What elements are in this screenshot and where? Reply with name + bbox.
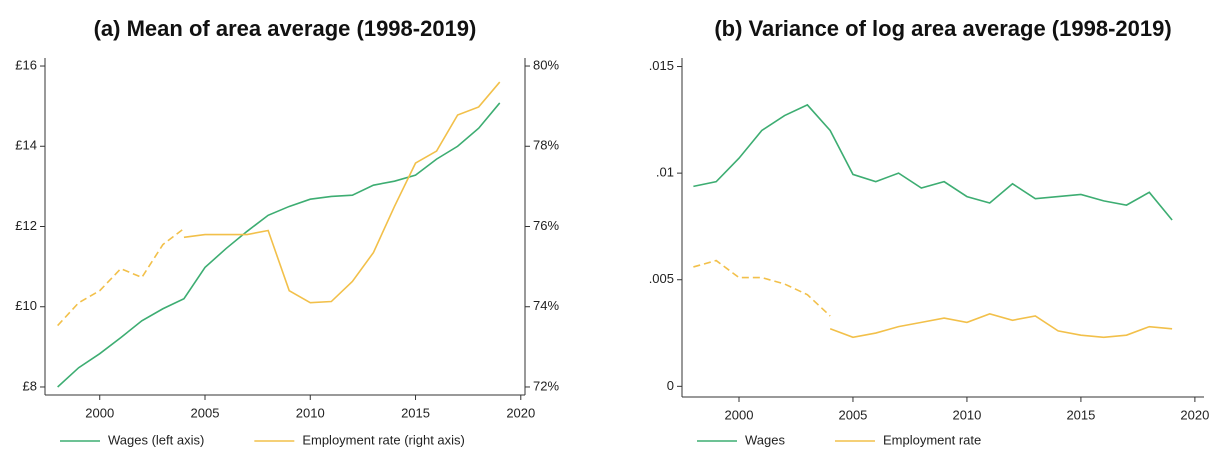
series-line <box>183 81 501 304</box>
y-tick-label: £14 <box>15 138 37 153</box>
x-tick-label: 2000 <box>725 407 754 422</box>
series-line <box>693 103 1173 221</box>
series-line-dashed <box>57 227 185 327</box>
panel-title: (a) Mean of area average (1998-2019) <box>94 16 477 41</box>
x-tick-label: 2005 <box>191 405 220 420</box>
y-tick-label: £16 <box>15 57 37 72</box>
y-tick-label: £12 <box>15 218 37 233</box>
y-tick-label: £10 <box>15 298 37 313</box>
legend-label: Wages (left axis) <box>108 432 204 447</box>
x-tick-label: 2010 <box>296 405 325 420</box>
y2-tick-label: 72% <box>533 378 559 393</box>
y-tick-label: .015 <box>649 58 674 73</box>
legend-label: Wages <box>745 432 785 447</box>
series-line <box>829 313 1173 339</box>
y2-tick-label: 78% <box>533 138 559 153</box>
legend-label: Employment rate (right axis) <box>302 432 465 447</box>
x-tick-label: 2010 <box>952 407 981 422</box>
y2-tick-label: 80% <box>533 57 559 72</box>
x-tick-label: 2000 <box>85 405 114 420</box>
series-line <box>57 102 501 388</box>
y2-tick-label: 74% <box>533 298 559 313</box>
x-tick-label: 2015 <box>401 405 430 420</box>
x-tick-label: 2020 <box>1180 407 1209 422</box>
legend-label: Employment rate <box>883 432 981 447</box>
y-tick-label: .01 <box>656 165 674 180</box>
y-tick-label: 0 <box>667 378 674 393</box>
y-tick-label: £8 <box>23 378 37 393</box>
x-tick-label: 2015 <box>1066 407 1095 422</box>
series-line-dashed <box>693 259 831 317</box>
panel-title: (b) Variance of log area average (1998-2… <box>714 16 1171 41</box>
x-tick-label: 2020 <box>506 405 535 420</box>
x-tick-label: 2005 <box>838 407 867 422</box>
y2-tick-label: 76% <box>533 218 559 233</box>
y-tick-label: .005 <box>649 271 674 286</box>
